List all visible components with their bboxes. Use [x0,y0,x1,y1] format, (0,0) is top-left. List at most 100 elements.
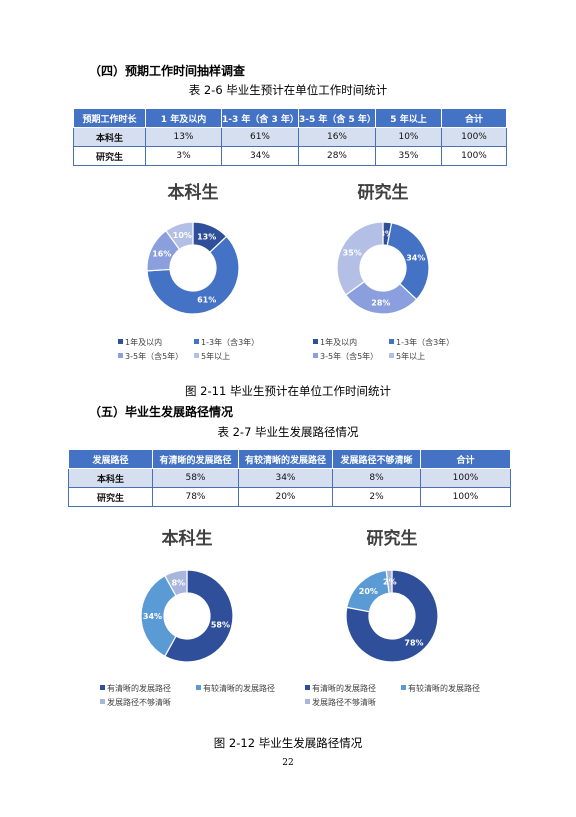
table-cell: 本科生 [73,127,146,147]
table-header: 有较清晰的发展路径 [238,449,333,469]
page-number: 22 [282,758,294,768]
table-header: 发展路径 [68,449,153,469]
table-header: 3-5 年（含 5 年） [298,108,376,128]
legend-label: 5年以上 [201,352,231,361]
data-label: 58% [211,621,230,630]
data-label: 61% [197,296,216,305]
table-cell: 13% [145,127,222,147]
legend-label: 1-3年（含3年） [201,338,260,347]
chart-title: 本科生 [161,529,213,549]
legend-swatch [389,339,394,344]
legend-label: 发展路径不够清晰 [312,698,376,707]
legend-item: 发展路径不够清晰 [305,697,376,708]
donut-slice [146,235,240,315]
legend-item: 3-5年（含5年） [118,351,183,362]
table-cell: 58% [152,468,239,488]
legend-label: 发展路径不够清晰 [107,698,171,707]
donut-slice [164,569,234,663]
legend-label: 有较清晰的发展路径 [408,684,480,693]
donut-chart-grad-path: 78% 20% 2% [345,569,439,663]
legend-item: 有清晰的发展路径 [100,683,171,694]
work-duration-table: 预期工作时长 1 年及以内 1-3 年（含 3 年） 3-5 年（含 5 年） … [73,108,507,166]
donut-slice [164,569,188,597]
development-path-table: 发展路径 有清晰的发展路径 有较清晰的发展路径 发展路径不够清晰 合计 本科生 … [68,449,511,507]
chart-legend: 有清晰的发展路径 有较清晰的发展路径发展路径不够清晰 [100,683,300,713]
table-cell: 28% [298,146,376,166]
chart-legend: 有清晰的发展路径 有较清晰的发展路径发展路径不够清晰 [305,683,505,713]
table-cell: 研究生 [73,146,146,166]
legend-label: 有较清晰的发展路径 [203,684,275,693]
table-row: 研究生 78% 20% 2% 100% [68,487,511,507]
legend-swatch [196,685,201,690]
legend-swatch [194,353,199,358]
donut-slice [386,222,430,301]
table-header: 有清晰的发展路径 [152,449,239,469]
table-row: 本科生 13% 61% 16% 10% 100% [73,127,507,147]
legend-item: 有清晰的发展路径 [305,683,376,694]
table-cell: 8% [332,468,421,488]
legend-item: 1-3年（含3年） [194,337,259,348]
data-label: 13% [197,232,216,241]
table-cell: 100% [420,487,511,507]
legend-item: 发展路径不够清晰 [100,697,171,708]
legend-swatch [305,699,310,704]
table-cell: 研究生 [68,487,153,507]
table-header-row: 预期工作时长 1 年及以内 1-3 年（含 3 年） 3-5 年（含 5 年） … [73,108,507,128]
table-cell: 3% [145,146,222,166]
data-label: 20% [359,587,378,596]
legend-swatch [305,685,310,690]
legend-swatch [401,685,406,690]
legend-swatch [313,353,318,358]
legend-swatch [100,685,105,690]
table-header: 1-3 年（含 3 年） [221,108,299,128]
legend-item: 5年以上 [389,351,425,362]
table-header: 合计 [420,449,511,469]
donut-chart-grad-duration: 3% 34% 28% 35% [336,221,430,315]
legend-label: 3-5年（含5年） [125,352,184,361]
legend-item: 1-3年（含3年） [389,337,454,348]
chart-legend: 1年及以内 1-3年（含3年） 3-5年（含5年） 5年以上 [118,337,288,367]
chart-title: 研究生 [366,529,418,549]
legend-item: 5年以上 [194,351,230,362]
data-label: 16% [152,249,171,258]
donut-slice [385,569,393,594]
table-cell: 35% [375,146,442,166]
legend-swatch [313,339,318,344]
table-caption: 表 2-6 毕业生预计在单位工作时间统计 [188,83,388,97]
table-cell: 61% [221,127,299,147]
figure-caption: 图 2-12 毕业生发展路径情况 [213,736,363,750]
legend-swatch [194,339,199,344]
table-header: 合计 [441,108,507,128]
legend-label: 1-3年（含3年） [396,338,455,347]
donut-slice [165,221,194,251]
table-cell: 2% [332,487,421,507]
table-cell: 78% [152,487,239,507]
legend-item: 有较清晰的发展路径 [196,683,275,694]
data-label: 3% [379,230,393,239]
legend-swatch [118,339,123,344]
table-cell: 16% [298,127,376,147]
donut-chart-undergrad-path: 58% 34% 8% [140,569,234,663]
legend-swatch [100,699,105,704]
section-heading: （四）预期工作时间抽样调查 [89,64,246,78]
data-label: 28% [371,298,390,307]
chart-title: 本科生 [167,183,219,203]
legend-item: 1年及以内 [313,337,357,348]
table-header-row: 发展路径 有清晰的发展路径 有较清晰的发展路径 发展路径不够清晰 合计 [68,449,511,469]
data-label: 35% [343,248,362,257]
table-cell: 34% [238,468,333,488]
legend-swatch [389,353,394,358]
table-cell: 100% [420,468,511,488]
table-cell: 34% [221,146,299,166]
table-cell: 本科生 [68,468,153,488]
legend-item: 1年及以内 [118,337,162,348]
donut-slice [345,569,439,663]
table-row: 本科生 58% 34% 8% 100% [68,468,511,488]
legend-label: 1年及以内 [125,338,163,347]
table-row: 研究生 3% 34% 28% 35% 100% [73,146,507,166]
table-header: 5 年以上 [375,108,442,128]
legend-label: 有清晰的发展路径 [312,684,376,693]
table-cell: 100% [441,127,507,147]
legend-label: 1年及以内 [320,338,358,347]
table-header: 发展路径不够清晰 [332,449,421,469]
